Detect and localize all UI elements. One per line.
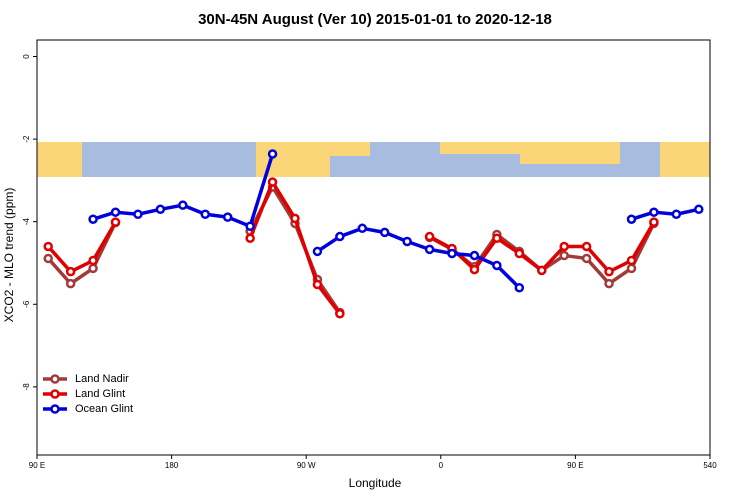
point — [133, 209, 143, 220]
series-line — [46, 221, 118, 274]
point — [469, 250, 480, 261]
point — [626, 214, 637, 224]
point — [402, 236, 412, 247]
y-tick-label: -4 — [22, 218, 31, 226]
y-tick-label: 0 — [22, 54, 31, 59]
point — [110, 217, 121, 227]
point — [200, 209, 210, 220]
point — [424, 244, 435, 255]
series — [88, 149, 704, 293]
point — [424, 231, 435, 242]
chart-title: 30N-45N August (Ver 10) 2015-01-01 to 20… — [198, 11, 552, 28]
point — [88, 263, 98, 274]
point — [581, 253, 592, 264]
y-tick-label: -2 — [22, 135, 31, 143]
legend-label: Land Glint — [75, 388, 125, 400]
point — [290, 213, 300, 224]
point — [537, 265, 547, 276]
point — [222, 212, 233, 222]
point — [178, 200, 188, 210]
point — [492, 233, 502, 243]
point — [43, 241, 53, 252]
x-tick-label: 540 — [703, 461, 717, 470]
x-tick-label: 90 W — [297, 461, 316, 470]
x-tick-label: 90 E — [567, 461, 583, 470]
point — [88, 255, 98, 266]
point — [694, 204, 704, 215]
point — [43, 253, 53, 264]
series-line — [46, 221, 118, 286]
point — [155, 204, 166, 215]
point — [492, 260, 502, 271]
y-tick-label: -8 — [22, 383, 31, 391]
point — [469, 264, 480, 275]
point — [626, 263, 637, 274]
series-line — [248, 180, 342, 315]
point — [559, 241, 569, 252]
series — [43, 177, 659, 319]
point — [110, 207, 121, 217]
point — [245, 233, 255, 243]
point — [312, 246, 323, 257]
point — [379, 227, 390, 238]
legend-label: Ocean Glint — [75, 403, 133, 415]
point — [604, 278, 614, 289]
legend-marker — [50, 389, 60, 399]
x-tick-label: 180 — [165, 461, 179, 470]
point — [514, 248, 525, 259]
point — [559, 250, 569, 261]
y-axis-label: XCO2 - MLO trend (ppm) — [2, 188, 16, 323]
point — [65, 278, 76, 289]
point — [514, 283, 525, 293]
point — [626, 255, 637, 266]
point — [267, 149, 278, 159]
map-strip — [37, 142, 710, 177]
legend-marker — [50, 404, 60, 414]
x-tick-label: 90 E — [29, 461, 45, 470]
point — [447, 248, 457, 259]
point — [335, 231, 345, 242]
point — [649, 207, 659, 217]
point — [671, 209, 682, 220]
point — [267, 177, 278, 187]
series-line — [316, 226, 521, 290]
point — [357, 223, 368, 234]
plot-frame — [36, 39, 711, 456]
y-tick-label: -6 — [22, 300, 31, 308]
x-axis-label: Longitude — [349, 476, 402, 490]
point — [335, 309, 345, 319]
point — [65, 266, 76, 277]
legend-label: Land Nadir — [75, 373, 129, 385]
point — [581, 241, 592, 252]
legend-marker — [50, 374, 60, 384]
point — [649, 217, 659, 227]
point — [245, 221, 255, 231]
point — [604, 266, 614, 277]
point — [88, 214, 98, 224]
series-line — [630, 207, 700, 221]
series-line — [428, 221, 656, 274]
x-tick-label: 0 — [439, 461, 444, 470]
point — [312, 279, 323, 290]
